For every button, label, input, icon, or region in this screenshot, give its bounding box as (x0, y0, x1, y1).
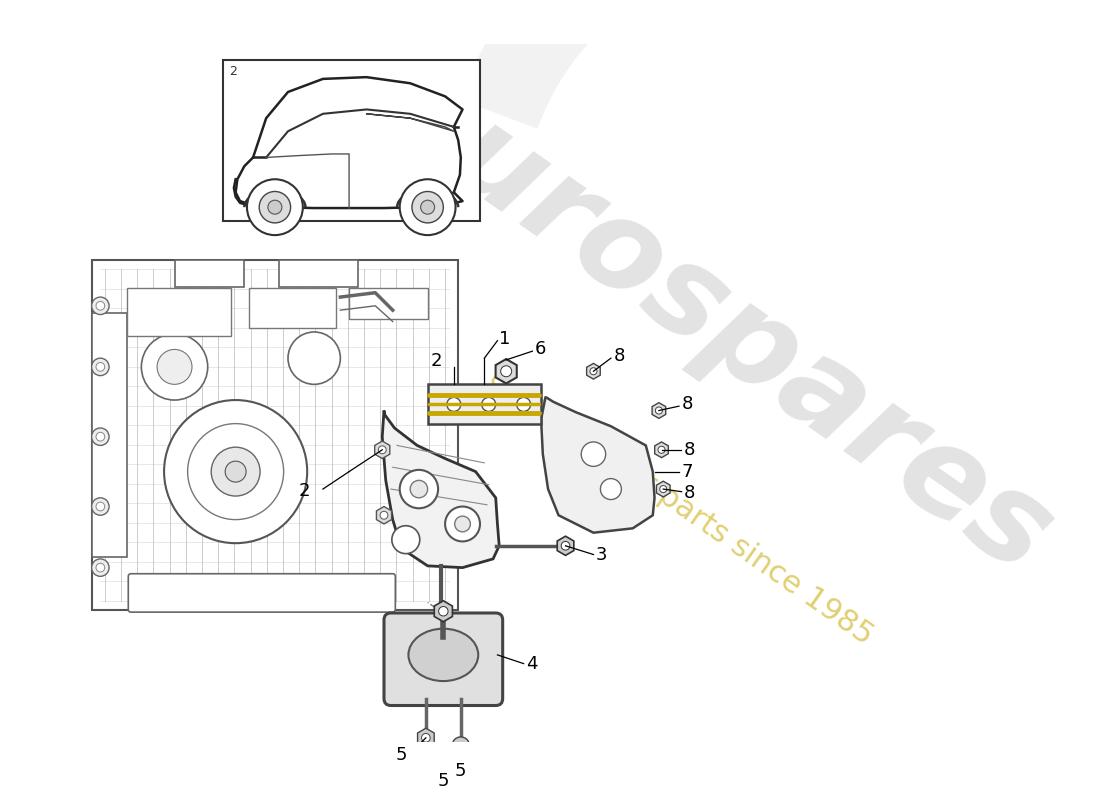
Circle shape (96, 302, 104, 310)
Circle shape (601, 478, 621, 499)
Text: 2: 2 (430, 352, 442, 370)
Circle shape (517, 398, 530, 411)
Circle shape (164, 400, 307, 543)
Polygon shape (434, 601, 452, 622)
Circle shape (454, 516, 471, 532)
FancyBboxPatch shape (384, 613, 503, 706)
Circle shape (91, 358, 109, 376)
Circle shape (447, 398, 461, 411)
Circle shape (211, 447, 260, 496)
Bar (279, 261, 358, 286)
Polygon shape (418, 728, 434, 747)
Bar (91, 313, 127, 557)
Circle shape (96, 432, 104, 441)
Bar (126, 288, 231, 336)
Circle shape (411, 191, 443, 223)
Circle shape (399, 179, 455, 235)
Circle shape (399, 470, 438, 508)
Polygon shape (654, 442, 669, 458)
Text: 8: 8 (682, 395, 693, 414)
Circle shape (157, 350, 192, 384)
Circle shape (91, 559, 109, 576)
Circle shape (660, 486, 667, 493)
Circle shape (248, 179, 302, 235)
Text: 8: 8 (684, 485, 695, 502)
Text: 1: 1 (499, 330, 510, 348)
Circle shape (91, 297, 109, 314)
Polygon shape (657, 482, 670, 497)
Circle shape (482, 398, 496, 411)
Text: 3: 3 (596, 546, 607, 563)
Text: 2: 2 (298, 482, 310, 500)
Circle shape (581, 442, 606, 466)
Circle shape (656, 407, 662, 414)
FancyBboxPatch shape (91, 261, 459, 610)
Circle shape (439, 606, 448, 616)
Text: 8: 8 (614, 346, 625, 365)
Circle shape (188, 424, 284, 520)
Text: 5: 5 (396, 746, 407, 764)
Circle shape (268, 200, 282, 214)
Circle shape (420, 200, 434, 214)
Circle shape (500, 366, 512, 377)
Bar (222, 60, 480, 221)
FancyBboxPatch shape (129, 574, 395, 612)
Circle shape (590, 368, 597, 374)
Circle shape (96, 362, 104, 371)
Circle shape (392, 526, 420, 554)
Polygon shape (375, 441, 389, 458)
Text: a passion for parts since 1985: a passion for parts since 1985 (484, 362, 878, 650)
Text: 7: 7 (682, 462, 693, 481)
Text: 5: 5 (455, 762, 466, 780)
Circle shape (381, 511, 388, 519)
Circle shape (91, 428, 109, 446)
Circle shape (288, 332, 340, 384)
Polygon shape (541, 398, 654, 533)
Circle shape (421, 734, 430, 742)
Polygon shape (382, 410, 499, 568)
Circle shape (561, 542, 570, 550)
Text: 4: 4 (526, 654, 538, 673)
Text: eurospares: eurospares (358, 47, 1074, 599)
Bar (249, 288, 336, 328)
Polygon shape (496, 359, 517, 383)
Circle shape (452, 737, 470, 754)
Circle shape (96, 563, 104, 572)
Text: 6: 6 (535, 341, 547, 358)
Circle shape (260, 191, 290, 223)
Bar (175, 261, 244, 286)
Circle shape (91, 498, 109, 515)
Text: 2: 2 (230, 66, 238, 78)
Ellipse shape (408, 629, 478, 681)
Polygon shape (376, 506, 392, 524)
Text: 5: 5 (438, 773, 449, 790)
Text: 8: 8 (683, 441, 695, 458)
Circle shape (226, 461, 246, 482)
Polygon shape (652, 402, 666, 418)
FancyBboxPatch shape (428, 384, 541, 424)
Circle shape (658, 446, 666, 454)
Circle shape (410, 480, 428, 498)
Circle shape (96, 502, 104, 511)
Polygon shape (558, 536, 574, 555)
Bar (349, 288, 428, 319)
Circle shape (446, 506, 480, 542)
Circle shape (378, 446, 386, 454)
Circle shape (142, 334, 208, 400)
Polygon shape (586, 363, 601, 379)
